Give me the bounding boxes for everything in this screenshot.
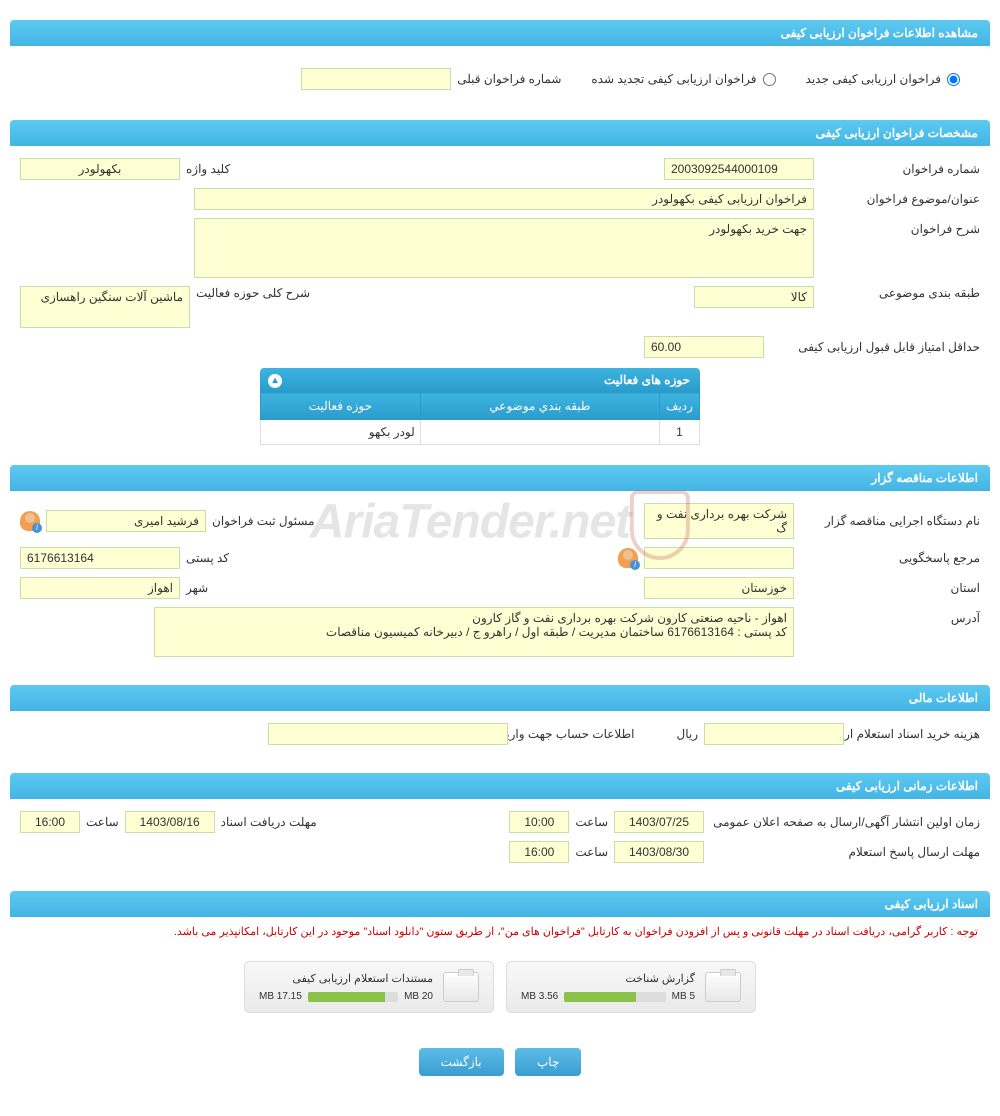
user-info-icon[interactable] [618,548,638,568]
section-header-timing: اطلاعات زمانی ارزیابی کیفی [10,773,990,799]
field-min-score: 60.00 [644,336,764,358]
label-prev-number: شماره فراخوان قبلی [457,72,561,86]
field-publish-time: 10:00 [509,811,569,833]
table-row: 1 لودر بکهو [261,420,700,445]
label-hour3: ساعت [575,845,608,859]
doc-card[interactable]: مستندات استعلام ارزیابی کیفی 20 MB 17.15… [244,961,494,1013]
doc-title: گزارش شناخت [521,972,695,985]
label-new-call: فراخوان ارزیابی کیفی جدید [806,72,941,86]
section-header-docs: اسناد ارزیابی کیفی [10,891,990,917]
user-info-icon[interactable] [20,511,40,531]
field-activity-scope: ماشین آلات سنگین راهسازی [20,286,190,328]
field-cost [704,723,844,745]
label-hour2: ساعت [86,815,119,829]
label-subject: عنوان/موضوع فراخوان [820,192,980,206]
doc-used: 3.56 MB [521,991,558,1002]
field-account [268,723,508,745]
label-cost: هزینه خرید اسناد استعلام ارزیابی کیفی [850,727,980,741]
field-keyword: بکهولودر [20,158,180,180]
doc-total: 5 MB [672,991,695,1002]
label-unit: ریال [676,727,698,741]
label-min-score: حداقل امتیاز قابل قبول ارزیابی کیفی [770,340,980,354]
label-renewed-call: فراخوان ارزیابی کیفی تجدید شده [591,72,756,86]
collapse-icon[interactable]: ▴ [268,374,282,388]
folder-icon [443,972,479,1002]
doc-title: مستندات استعلام ارزیابی کیفی [259,972,433,985]
section-header-financial: اطلاعات مالی [10,685,990,711]
print-button[interactable]: چاپ [515,1048,581,1076]
field-deadline-time: 16:00 [20,811,80,833]
label-publish: زمان اولین انتشار آگهی/ارسال به صفحه اعل… [710,815,980,829]
field-address: اهواز - ناحیه صنعتی کارون شرکت بهره بردا… [154,607,794,657]
label-city: شهر [186,581,208,595]
notice-text: توجه : کاربر گرامی، دریافت اسناد در مهلت… [10,917,990,946]
th-scope: حوزه فعالیت [261,393,421,420]
label-registrar: مسئول ثبت فراخوان [212,514,315,528]
field-postal: 6176613164 [20,547,180,569]
field-category: کالا [694,286,814,308]
field-response-time: 16:00 [509,841,569,863]
field-call-number: 2003092544000109 [664,158,814,180]
field-deadline-date: 1403/08/16 [125,811,215,833]
label-desc: شرح فراخوان [820,218,980,236]
label-category: طبقه بندی موضوعی [820,286,980,300]
label-address: آدرس [800,607,980,625]
label-account: اطلاعات حساب جهت واریز هزینه خرید اسناد [514,727,634,741]
field-desc: جهت خرید بکهولودر [194,218,814,278]
label-call-number: شماره فراخوان [820,162,980,176]
label-hour1: ساعت [575,815,608,829]
section-header-spec: مشخصات فراخوان ارزیابی کیفی [10,120,990,146]
progress-bar [564,992,665,1002]
cell-scope: لودر بکهو [261,420,421,445]
label-response: مهلت ارسال پاسخ استعلام [710,845,980,859]
field-city: اهواز [20,577,180,599]
cell-idx: 1 [660,420,700,445]
label-org: نام دستگاه اجرایی مناقصه گزار [800,514,980,528]
label-province: استان [800,581,980,595]
label-deadline: مهلت دریافت اسناد [221,815,317,829]
progress-fill [308,992,386,1002]
field-responder [644,547,794,569]
cell-category [420,420,659,445]
section-header-view-info: مشاهده اطلاعات فراخوان ارزیابی کیفی [10,20,990,46]
doc-used: 17.15 MB [259,991,302,1002]
field-registrar: فرشید امیری [46,510,206,532]
label-postal: کد پستی [186,551,229,565]
th-row: ردیف [660,393,700,420]
progress-fill [564,992,636,1002]
activity-table-title: حوزه های فعالیت [604,373,690,387]
th-category: طبقه بندي موضوعي [420,393,659,420]
activity-table-header: حوزه های فعالیت ▴ [260,368,700,392]
radio-renewed-call[interactable] [763,73,776,86]
field-prev-number [301,68,451,90]
progress-bar [308,992,398,1002]
label-responder: مرجع پاسخگویی [800,551,980,565]
field-org: شرکت بهره برداری نفت و گ [644,503,794,539]
back-button[interactable]: بازگشت [419,1048,504,1076]
folder-icon [705,972,741,1002]
doc-total: 20 MB [404,991,433,1002]
radio-new-call[interactable] [947,73,960,86]
field-subject: فراخوان ارزیابی کیفی بکهولودر [194,188,814,210]
activity-table: حوزه های فعالیت ▴ ردیف طبقه بندي موضوعي … [260,368,700,445]
field-response-date: 1403/08/30 [614,841,704,863]
label-activity-scope: شرح کلی حوزه فعالیت [196,286,310,300]
field-publish-date: 1403/07/25 [614,811,704,833]
field-province: خوزستان [644,577,794,599]
label-keyword: کلید واژه [186,162,230,176]
doc-card[interactable]: گزارش شناخت 5 MB 3.56 MB [506,961,756,1013]
section-header-tenderer: اطلاعات مناقصه گزار [10,465,990,491]
